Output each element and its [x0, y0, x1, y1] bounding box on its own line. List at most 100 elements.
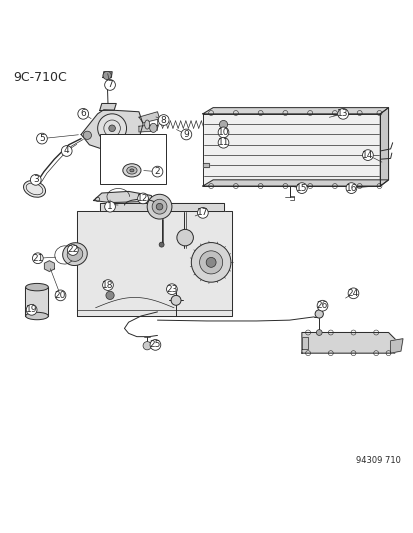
Circle shape — [159, 242, 164, 247]
Polygon shape — [77, 211, 231, 316]
Circle shape — [345, 183, 356, 193]
Circle shape — [152, 166, 162, 177]
Polygon shape — [93, 191, 153, 203]
Polygon shape — [202, 180, 388, 186]
Circle shape — [296, 183, 306, 193]
Circle shape — [103, 71, 111, 79]
Text: 21: 21 — [32, 254, 43, 263]
Circle shape — [150, 340, 160, 350]
Circle shape — [171, 295, 180, 305]
Circle shape — [166, 284, 177, 295]
Text: 24: 24 — [347, 289, 358, 298]
Text: 9: 9 — [183, 130, 189, 139]
Text: 12: 12 — [137, 194, 148, 203]
Text: 19: 19 — [26, 305, 37, 314]
Circle shape — [316, 300, 327, 311]
Text: 8: 8 — [160, 116, 166, 125]
Text: 26: 26 — [316, 301, 328, 310]
Circle shape — [138, 193, 148, 204]
Text: 9C-710C: 9C-710C — [13, 70, 66, 84]
Text: 2: 2 — [154, 167, 160, 176]
Text: 94309 710: 94309 710 — [355, 456, 400, 465]
Circle shape — [83, 131, 91, 140]
Text: 17: 17 — [197, 208, 208, 217]
Circle shape — [32, 253, 43, 264]
Polygon shape — [81, 110, 143, 151]
Circle shape — [102, 280, 113, 290]
Polygon shape — [301, 333, 396, 353]
Circle shape — [147, 195, 171, 219]
Text: 6: 6 — [80, 109, 86, 118]
Circle shape — [362, 150, 373, 160]
Circle shape — [61, 146, 72, 156]
Circle shape — [156, 204, 162, 210]
Polygon shape — [380, 108, 388, 186]
Ellipse shape — [145, 120, 149, 129]
Polygon shape — [44, 261, 54, 271]
Polygon shape — [390, 338, 402, 353]
Text: 10: 10 — [217, 128, 229, 137]
Circle shape — [199, 251, 222, 274]
FancyBboxPatch shape — [100, 134, 165, 184]
Circle shape — [104, 79, 115, 90]
Circle shape — [158, 115, 169, 125]
Ellipse shape — [26, 284, 48, 291]
Circle shape — [78, 109, 88, 119]
Circle shape — [109, 125, 115, 132]
Polygon shape — [100, 203, 223, 211]
Ellipse shape — [62, 243, 87, 265]
Circle shape — [206, 257, 216, 268]
Text: 20: 20 — [55, 291, 66, 300]
Circle shape — [180, 129, 191, 140]
Polygon shape — [202, 108, 388, 114]
Polygon shape — [202, 163, 209, 167]
Text: 18: 18 — [102, 280, 114, 289]
Circle shape — [143, 342, 151, 350]
Text: 4: 4 — [64, 147, 69, 156]
Circle shape — [152, 199, 166, 214]
Circle shape — [219, 120, 227, 128]
Text: 13: 13 — [337, 109, 348, 118]
Ellipse shape — [130, 169, 134, 172]
Circle shape — [316, 329, 321, 335]
Circle shape — [191, 243, 230, 282]
Text: 25: 25 — [150, 341, 161, 350]
Polygon shape — [202, 114, 380, 186]
Ellipse shape — [26, 312, 48, 320]
Text: 23: 23 — [166, 285, 177, 294]
Ellipse shape — [24, 181, 45, 197]
Circle shape — [55, 290, 66, 301]
Polygon shape — [139, 112, 159, 123]
Polygon shape — [100, 103, 116, 110]
Text: 7: 7 — [107, 80, 113, 90]
Circle shape — [176, 229, 193, 246]
Circle shape — [30, 174, 41, 185]
Text: 14: 14 — [361, 151, 373, 159]
Circle shape — [36, 133, 47, 144]
Polygon shape — [25, 287, 48, 316]
Polygon shape — [103, 72, 112, 77]
Text: 16: 16 — [345, 183, 356, 192]
Circle shape — [97, 114, 126, 143]
Ellipse shape — [149, 123, 157, 132]
Text: 22: 22 — [67, 246, 78, 254]
Text: 1: 1 — [107, 202, 113, 211]
Text: 5: 5 — [39, 134, 45, 143]
Text: 3: 3 — [33, 175, 38, 184]
Circle shape — [218, 127, 228, 138]
Text: 11: 11 — [217, 138, 229, 147]
Ellipse shape — [67, 247, 83, 261]
Circle shape — [314, 310, 323, 318]
Circle shape — [106, 291, 114, 300]
Circle shape — [104, 201, 115, 212]
Circle shape — [197, 207, 208, 218]
Ellipse shape — [123, 164, 141, 177]
Circle shape — [67, 245, 78, 255]
Polygon shape — [139, 125, 153, 132]
Ellipse shape — [126, 167, 137, 174]
Circle shape — [337, 109, 348, 119]
Circle shape — [218, 138, 228, 148]
Circle shape — [26, 304, 37, 315]
Text: 15: 15 — [295, 183, 307, 192]
Circle shape — [347, 288, 358, 298]
